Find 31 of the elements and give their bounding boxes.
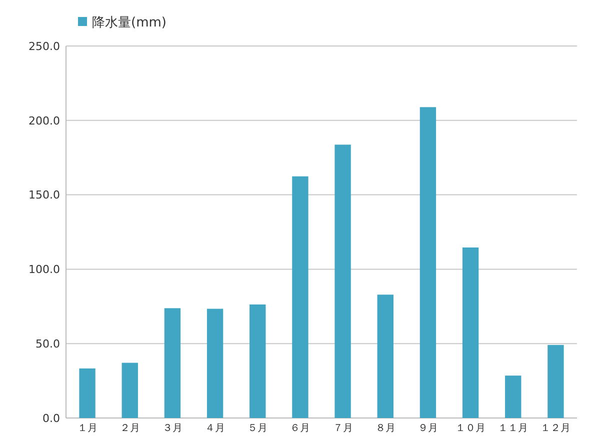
y-tick-label: 150.0 <box>28 188 60 202</box>
x-tick-label: ４月 <box>205 423 226 434</box>
y-tick-label: 100.0 <box>28 263 60 276</box>
x-tick-label: ７月 <box>332 423 353 434</box>
bar <box>334 144 351 418</box>
y-tick-label: 200.0 <box>28 114 60 128</box>
bar <box>462 247 479 418</box>
x-tick-label: ３月 <box>162 423 182 434</box>
bar <box>548 344 564 418</box>
bar <box>122 362 138 418</box>
x-tick-label: ２月 <box>120 423 140 434</box>
legend-label: 降水量(mm) <box>92 16 166 31</box>
y-tick-label: 250.0 <box>28 40 60 53</box>
x-tick-label: １２月 <box>540 423 571 434</box>
x-tick-label: ６月 <box>290 423 310 434</box>
x-tick-label: １月 <box>77 423 98 434</box>
bar <box>164 308 181 418</box>
x-tick-label: ９月 <box>418 423 438 434</box>
x-tick-label: １０月 <box>456 423 486 434</box>
bar <box>206 308 224 418</box>
bar <box>250 304 266 418</box>
x-tick-label: ８月 <box>375 423 396 434</box>
x-tick-label: ５月 <box>248 423 268 434</box>
bar <box>505 376 522 418</box>
bar <box>420 107 436 418</box>
y-tick-label: 50.0 <box>36 337 60 350</box>
y-tick-label: 0.0 <box>42 412 60 425</box>
x-tick-label: １１月 <box>498 423 528 434</box>
bar <box>79 368 96 418</box>
bar <box>377 294 394 418</box>
bar <box>292 176 308 418</box>
